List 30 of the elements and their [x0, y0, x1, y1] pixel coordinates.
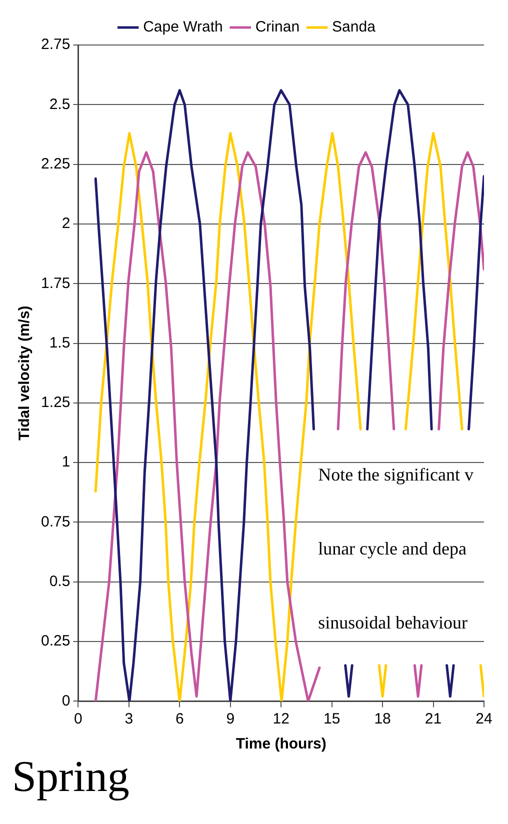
text: Spring [12, 752, 130, 802]
legend-label: Crinan [255, 18, 300, 36]
annotation: lunar cycle and depa [318, 538, 466, 558]
annotation: sinusoidal behaviour [318, 612, 468, 632]
x-tick-label: 24 [476, 710, 492, 728]
x-tick-label: 18 [374, 710, 391, 728]
y-tick-label: 0.5 [49, 573, 70, 590]
y-tick-label: 1.25 [40, 394, 70, 412]
x-tick-label: 12 [272, 710, 290, 728]
x-tick-label: 15 [323, 710, 340, 728]
x-tick-label: 9 [226, 710, 235, 728]
y-tick-label: 1.5 [49, 334, 70, 352]
y-tick-label: 0.25 [40, 632, 70, 650]
y-tick-label: 0.75 [40, 513, 70, 530]
x-tick-label: 0 [74, 710, 82, 728]
x-tick-label: 3 [124, 710, 134, 728]
x-tick-label: 21 [424, 710, 442, 728]
y-tick-label: 2.25 [40, 155, 70, 172]
y-tick-label: 2 [62, 215, 70, 232]
y-tick-label: 2.5 [49, 96, 70, 113]
legend-label: Cape Wrath [143, 18, 223, 36]
y-tick-label: 1 [62, 454, 70, 471]
y-tick-label: 0 [62, 692, 70, 710]
x-axis-title: Time (hours) [236, 735, 326, 752]
y-tick-label: 1.75 [40, 274, 70, 292]
legend-label: Sanda [332, 18, 376, 36]
x-tick-label: 6 [175, 710, 184, 728]
y-axis-title: Tidal velocity (m/s) [16, 306, 34, 440]
annotation: Note the significant v [318, 464, 474, 484]
y-tick-label: 2.75 [40, 36, 70, 54]
